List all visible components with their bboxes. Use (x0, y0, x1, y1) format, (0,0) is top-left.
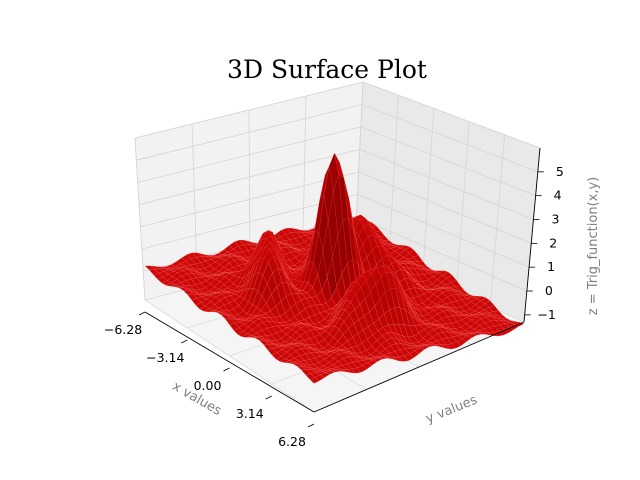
surface-patch (367, 359, 378, 366)
x-tick-label: 6.28 (278, 434, 306, 449)
surface-patch (330, 369, 341, 373)
z-axis-label: z = Trig_function(x,y) (586, 177, 601, 316)
surface-patch (362, 362, 373, 370)
x-tick-mark (307, 423, 315, 428)
surface-patch (419, 345, 430, 350)
grid-line (358, 171, 532, 244)
surface-patch (435, 344, 446, 349)
grid-line (357, 193, 530, 268)
surface-patch (340, 369, 351, 373)
y-axis-line (313, 321, 525, 413)
x-tick-mark (223, 367, 230, 372)
z-tick-label: 2 (549, 235, 557, 250)
grid-line (134, 137, 146, 301)
grid-line (422, 108, 435, 277)
grid-line (361, 104, 538, 173)
z-tick-label: 3 (551, 212, 559, 227)
surface-patch (440, 344, 451, 350)
surface-patch (466, 333, 478, 339)
x-tick-mark (265, 395, 272, 400)
grid-line (137, 126, 361, 183)
surface-patch (356, 365, 367, 373)
surface-patch (309, 377, 320, 384)
surface-patch (335, 369, 346, 372)
chart-title: 3D Surface Plot (227, 55, 427, 84)
surface-patch (461, 335, 472, 342)
surface-patch (414, 347, 425, 354)
z-axis-line (523, 147, 541, 323)
z-tick-label: 1 (547, 259, 555, 274)
surface-patch (409, 350, 420, 358)
grid-line (362, 81, 541, 149)
grid-line (388, 95, 399, 262)
grid-line (489, 134, 505, 307)
x-ticks: −6.28 −3.14 0.00 3.14 6.28 (104, 311, 315, 449)
surface-patch (451, 341, 462, 349)
grid-line (140, 171, 359, 228)
grid-line (356, 216, 528, 292)
surface-patch (325, 370, 336, 375)
surface-patch (372, 357, 383, 362)
grid-line (456, 121, 470, 292)
x-tick-label: −3.14 (146, 350, 184, 365)
grid-line (134, 81, 364, 139)
surface-patch (383, 356, 393, 360)
z-tick-label: −1 (537, 307, 555, 322)
surface-patch (398, 355, 409, 362)
x-tick-mark (138, 311, 146, 316)
surface-patch (477, 332, 488, 335)
z-tick-label: 5 (556, 164, 564, 179)
surface-patch (404, 353, 415, 361)
x-axis-line (144, 311, 315, 413)
surface-patch (425, 344, 435, 347)
grid-line (360, 126, 536, 197)
x-tick-mark (181, 339, 188, 344)
z-ticks: −1 0 1 2 3 4 5 (524, 164, 564, 322)
x-tick-label: 3.14 (236, 406, 264, 421)
surface-patch (503, 326, 514, 334)
axis-lines (144, 147, 541, 413)
z-tick-label: 0 (545, 283, 553, 298)
x-tick-label: −6.28 (104, 322, 142, 337)
grid-line (136, 104, 363, 161)
grid-line (139, 149, 360, 205)
x-tick-label: 0.00 (194, 378, 222, 393)
y-axis-label: y values (424, 393, 480, 427)
surface-patch (377, 356, 388, 360)
surface-patch (498, 329, 509, 336)
surface-patch (456, 338, 467, 346)
grid-line (359, 149, 534, 220)
surface (144, 152, 525, 384)
z-tick-label: 4 (554, 188, 562, 203)
surface-patch (445, 343, 457, 350)
